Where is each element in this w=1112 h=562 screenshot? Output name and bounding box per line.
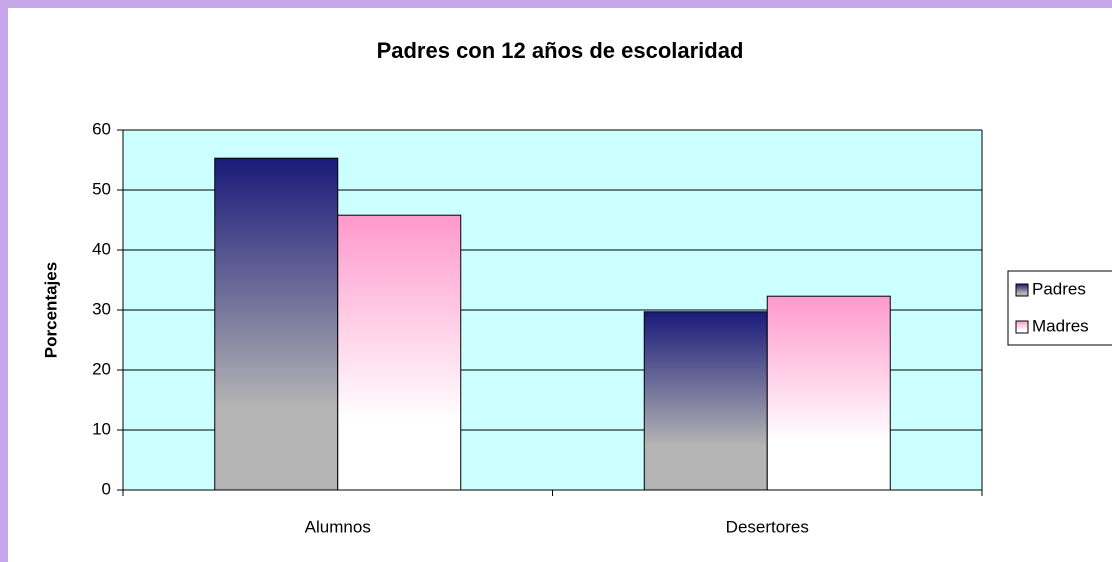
chart-title: Padres con 12 años de escolaridad (377, 38, 744, 63)
legend-swatch (1015, 320, 1029, 334)
y-tick-label: 50 (92, 179, 111, 198)
x-tick-label: Desertores (726, 517, 809, 536)
y-tick-label: 30 (92, 299, 111, 318)
bar (214, 157, 339, 491)
legend-label: Padres (1032, 279, 1086, 298)
bar (643, 311, 768, 491)
y-tick-label: 60 (92, 119, 111, 138)
legend-swatch (1015, 283, 1029, 297)
x-tick-label: Alumnos (305, 517, 371, 536)
y-axis-label: Porcentajes (41, 262, 60, 358)
y-tick-label: 40 (92, 239, 111, 258)
y-tick-label: 10 (92, 419, 111, 438)
y-tick-label: 20 (92, 359, 111, 378)
y-tick-label: 0 (102, 479, 111, 498)
legend-label: Madres (1032, 316, 1089, 335)
bar (337, 214, 462, 491)
bar (766, 295, 891, 491)
